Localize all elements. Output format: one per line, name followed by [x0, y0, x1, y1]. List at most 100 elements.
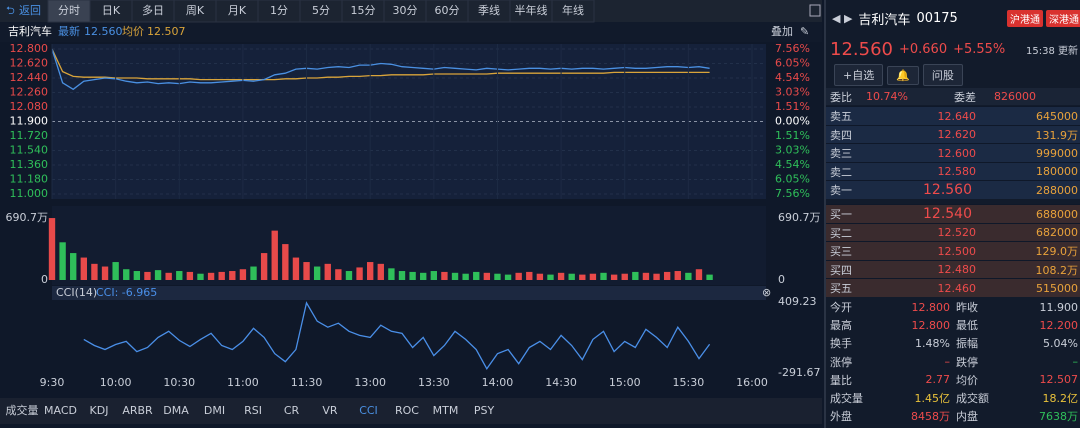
volume-bar: [398, 271, 406, 280]
book-volume: 688000: [1036, 207, 1078, 221]
y-tick-label: 11.720: [10, 129, 49, 142]
book-label: 卖三: [830, 147, 852, 161]
volume-bar: [154, 270, 162, 280]
volume-bar: [303, 262, 310, 280]
nav-arrows[interactable]: ◀ ▶: [832, 11, 853, 25]
indicator-tab[interactable]: ARBR: [122, 404, 153, 417]
volume-bar: [186, 271, 194, 280]
diff: 826000: [994, 90, 1036, 103]
indicator-tab[interactable]: MTM: [433, 404, 459, 417]
volume-bar: [526, 271, 533, 280]
tab[interactable]: 1分: [270, 4, 288, 17]
x-tick-label: 14:00: [482, 376, 514, 389]
tab[interactable]: 分时: [58, 4, 80, 17]
stat-value: 12.200: [1039, 318, 1079, 332]
tab[interactable]: 半年线: [515, 3, 548, 17]
y-tick-label: 12.260: [10, 86, 49, 99]
ratio-label: 委比: [830, 90, 852, 104]
tab[interactable]: 5分: [312, 4, 330, 17]
indicator-tab[interactable]: VR: [322, 404, 338, 417]
tab[interactable]: 周K: [186, 4, 205, 17]
tab[interactable]: 60分: [435, 4, 460, 17]
watch-button[interactable]: +自选: [834, 64, 884, 86]
ask-button[interactable]: 问股: [922, 64, 963, 86]
stat-label: 振幅: [956, 337, 978, 351]
volume-bar: [144, 271, 151, 280]
tab[interactable]: 月K: [228, 4, 247, 17]
back-icon[interactable]: ⮌: [6, 4, 15, 17]
quote-panel: ◀ ▶ 吉利汽车 00175 沪港通 深港通 12.560 +0.660 +5.55% 15:3…: [824, 0, 1080, 428]
tab[interactable]: 30分: [393, 4, 418, 17]
tab[interactable]: 15分: [351, 4, 376, 17]
cci-close[interactable]: ⊗: [762, 286, 771, 299]
stat-value: 18.2亿: [1042, 392, 1079, 405]
tab[interactable]: 季线: [478, 3, 500, 17]
quote-code: 00175: [916, 10, 958, 26]
stat-row: 外盘 8458万 内盘 7638万: [826, 407, 1080, 425]
book-row: 买一 12.540 688000: [826, 204, 1080, 223]
volume-bar: [632, 271, 639, 280]
price-row: 12.560 +0.660 +5.55% 15:38 更新: [826, 38, 1080, 60]
panel-toggle[interactable]: [809, 4, 821, 17]
volume-bar: [388, 268, 395, 280]
tab[interactable]: 日K: [102, 4, 121, 17]
indicator-tab[interactable]: 成交量: [6, 403, 39, 417]
volume-bar: [706, 274, 713, 280]
volume-bar: [589, 273, 597, 280]
indicator-tab[interactable]: CR: [284, 404, 300, 417]
volume-bar: [441, 271, 448, 280]
volume-bar: [70, 253, 77, 280]
latest-label: 最新: [58, 24, 80, 38]
indicator-tab[interactable]: DMA: [163, 404, 189, 417]
book-volume: 682000: [1036, 226, 1078, 240]
y2-tick-label: 3.03%: [775, 85, 810, 98]
book-row: 买五 12.460 515000: [826, 278, 1080, 298]
indicator-tab[interactable]: CCI: [359, 404, 378, 417]
tab-bg[interactable]: [551, 0, 595, 23]
book-volume: 999000: [1036, 146, 1078, 160]
y-tick-label: 11.000: [10, 187, 49, 200]
volume-bar: [165, 272, 172, 280]
book-price: 12.460: [937, 281, 977, 295]
volume-bar: [282, 244, 289, 280]
indicator-tab[interactable]: ROC: [395, 404, 419, 417]
alert-button[interactable]: 🔔: [887, 65, 919, 85]
quote-change-pct: +5.55%: [953, 41, 1006, 57]
y2-tick-label: 690.7万: [778, 211, 821, 224]
x-tick-label: 10:00: [100, 376, 132, 389]
volume-bar: [345, 271, 353, 280]
stat-label: 最高: [830, 319, 852, 333]
x-tick-label: 16:00: [736, 376, 768, 389]
volume-bar: [674, 271, 681, 280]
indicator-tab[interactable]: MACD: [44, 404, 77, 417]
volume-bar: [610, 274, 618, 280]
volume-bar: [462, 273, 469, 280]
y2-tick-label: 4.54%: [775, 158, 810, 171]
tab[interactable]: 多日: [142, 3, 164, 17]
volume-bar: [91, 263, 98, 280]
volume-bar: [239, 269, 247, 280]
badge: 深港通: [1046, 9, 1080, 27]
indicator-tab[interactable]: DMI: [204, 404, 225, 417]
edit-icon[interactable]: ✎: [800, 25, 809, 38]
y2-tick-label: 4.54%: [775, 71, 810, 84]
y2-tick-label: 1.51%: [775, 100, 810, 113]
indicator-tab[interactable]: RSI: [244, 404, 262, 417]
volume-bar: [451, 272, 459, 280]
volume-bar: [207, 272, 215, 280]
stat-label: 换手: [830, 337, 852, 351]
tab[interactable]: 年线: [562, 3, 584, 17]
indicator-tab[interactable]: PSY: [474, 404, 495, 417]
stat-value: 12.800: [911, 300, 951, 314]
indicator-tab[interactable]: KDJ: [90, 404, 109, 417]
avg-label: 均价: [122, 25, 144, 38]
volume-bar: [579, 274, 586, 280]
y-tick-label: 11.900: [10, 115, 49, 128]
back-button[interactable]: 返回: [19, 4, 41, 17]
volume-bar: [557, 272, 565, 280]
stat-label: 外盘: [830, 410, 852, 424]
x-tick-label: 13:00: [354, 376, 386, 389]
stat-value: 7638万: [1039, 410, 1078, 424]
overlay-button[interactable]: 叠加: [771, 25, 793, 38]
